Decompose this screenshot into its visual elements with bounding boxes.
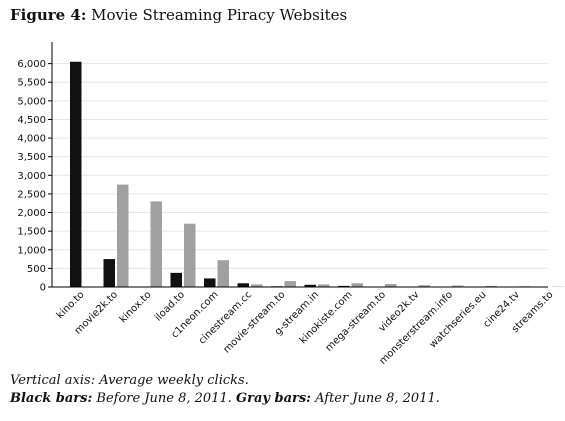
bar-before [304,284,316,287]
y-tick-label: 1,500 [17,227,46,238]
y-tick-label: 2,000 [17,208,46,219]
y-tick-label: 2,500 [17,189,46,200]
x-tick-label: mega-stream.to [324,289,389,354]
bar-after [385,284,397,287]
figure-label: Figure 4: [10,6,87,24]
caption-line-2: Black bars: Before June 8, 2011. Gray ba… [10,390,440,408]
gray-bars-label: Gray bars: [236,391,311,406]
caption-line-1: Vertical axis: Average weekly clicks. [10,373,249,388]
y-tick-label: 3,500 [17,152,46,163]
x-tick-label: kino.to [55,289,87,321]
axes [48,42,548,288]
figure-title-text: Movie Streaming Piracy Websites [91,6,348,24]
bar-before [170,272,182,287]
bar-after [418,285,430,287]
x-tick-label: kinox.to [118,289,154,325]
gray-bars-text: After June 8, 2011. [315,391,440,406]
figure-title: Figure 4: Movie Streaming Piracy Website… [10,6,347,24]
bar-after [184,223,196,287]
bar-after [150,201,162,287]
bar-before [338,285,350,287]
bars [70,61,564,287]
bar-after [318,284,330,287]
bar-before [70,61,82,287]
bar-after [251,284,263,287]
y-tick-label: 3,000 [17,171,46,182]
x-tick-label: watchseries.eu [428,289,489,350]
black-bars-text: Before June 8, 2011. [96,391,232,406]
y-tick-label: 1,000 [17,245,46,256]
caption: Vertical axis: Average weekly clicks. Bl… [10,372,440,408]
bar-after [485,285,497,287]
y-tick-label: 4,500 [17,115,46,126]
y-tick-label: 5,500 [17,78,46,89]
bar-chart: 0 500 1,000 1,500 2,000 2,500 3,000 3,500 4,000 4… [17,42,564,367]
y-tick-labels: 0 500 1,000 1,500 2,000 2,500 3,000 3,500 4,000 4… [17,59,46,293]
bar-before [204,278,216,287]
black-bars-label: Black bars: [10,391,93,406]
y-tick-label: 6,000 [17,59,46,70]
y-tick-label: 5,000 [17,96,46,107]
x-tick-label: movie-stream.to [221,289,287,355]
bar-after [117,184,129,287]
bar-before [103,259,115,287]
bar-after [351,283,363,287]
bar-after [452,285,464,287]
x-tick-label: iload.to [153,289,187,323]
y-tick-label: 0 [40,283,46,294]
gridlines [52,63,548,269]
y-tick-label: 500 [27,264,46,275]
bar-after [217,260,229,287]
bar-before [237,283,249,287]
y-tick-label: 4,000 [17,134,46,145]
bar-after [284,281,296,287]
